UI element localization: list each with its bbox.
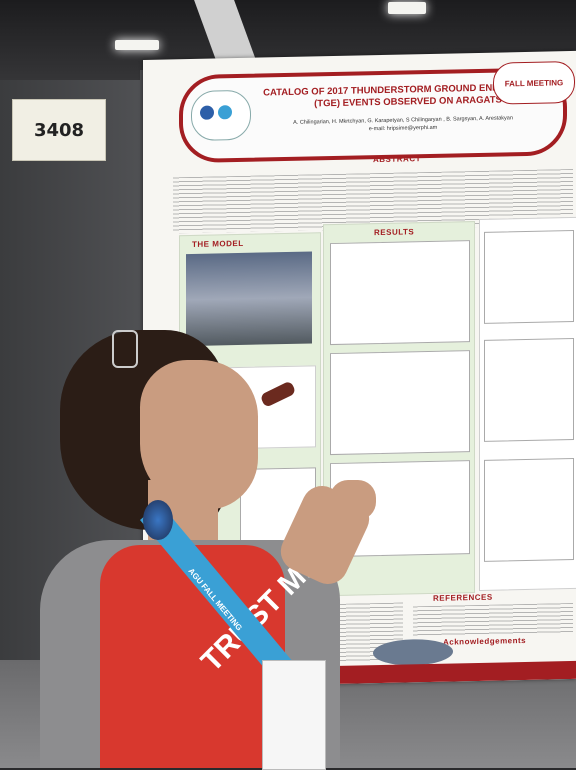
poster-authors: A. Chilingarian, H. Mkrtchyan, G. Karape… (253, 113, 553, 135)
results-plot (330, 240, 470, 346)
distribution-plot (484, 229, 574, 324)
detector-icon (259, 380, 297, 408)
earring (143, 500, 173, 540)
histogram-plot (484, 337, 574, 442)
booth-number-sign: 3408 (12, 99, 106, 161)
histogram-plot (484, 457, 574, 562)
institute-logo (191, 89, 251, 141)
aragats-station-photo (373, 638, 453, 667)
references-text (413, 602, 573, 637)
name-badge (262, 660, 326, 770)
results-heading: RESULTS (374, 227, 415, 238)
model-illustration (186, 251, 312, 347)
ceiling-light (115, 40, 159, 50)
ceiling-light (388, 2, 426, 14)
references-heading: REFERENCES (433, 592, 493, 603)
author-list: A. Chilingarian, H. Mkrtchyan, G. Karape… (293, 115, 513, 126)
hand (330, 480, 376, 520)
acknowledgements-heading: Acknowledgements (443, 635, 527, 647)
agu-fall-meeting-logo: FALL MEETING (493, 60, 575, 105)
abstract-heading: ABSTRACT (373, 154, 421, 165)
ceiling-beam (194, 0, 256, 60)
contact-email: e-mail: hripsime@yerphi.am (368, 124, 438, 133)
distribution-panel (479, 216, 576, 591)
results-plot (330, 350, 470, 456)
model-heading: THE MODEL (192, 238, 244, 249)
hair-clip (112, 330, 138, 368)
